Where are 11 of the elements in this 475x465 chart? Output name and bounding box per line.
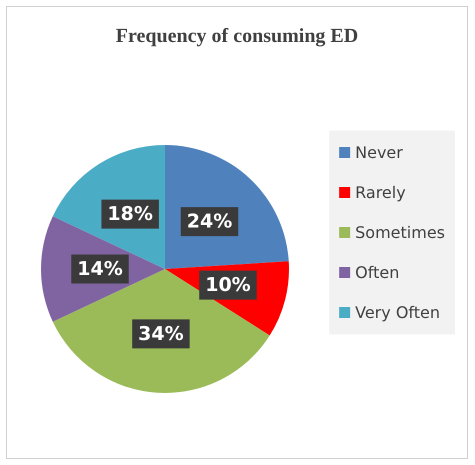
data-label: 18% [107, 203, 153, 226]
data-label: 24% [186, 210, 232, 233]
legend-label: Sometimes [355, 223, 445, 242]
legend-label: Often [355, 263, 400, 282]
legend-label: Never [355, 143, 404, 162]
chart-title: Frequency of consuming ED [116, 25, 358, 47]
legend-label: Very Often [355, 303, 440, 322]
data-label: 14% [77, 258, 123, 280]
data-label: 34% [138, 322, 184, 345]
legend-label: Rarely [355, 183, 406, 202]
data-label: 10% [205, 274, 251, 296]
